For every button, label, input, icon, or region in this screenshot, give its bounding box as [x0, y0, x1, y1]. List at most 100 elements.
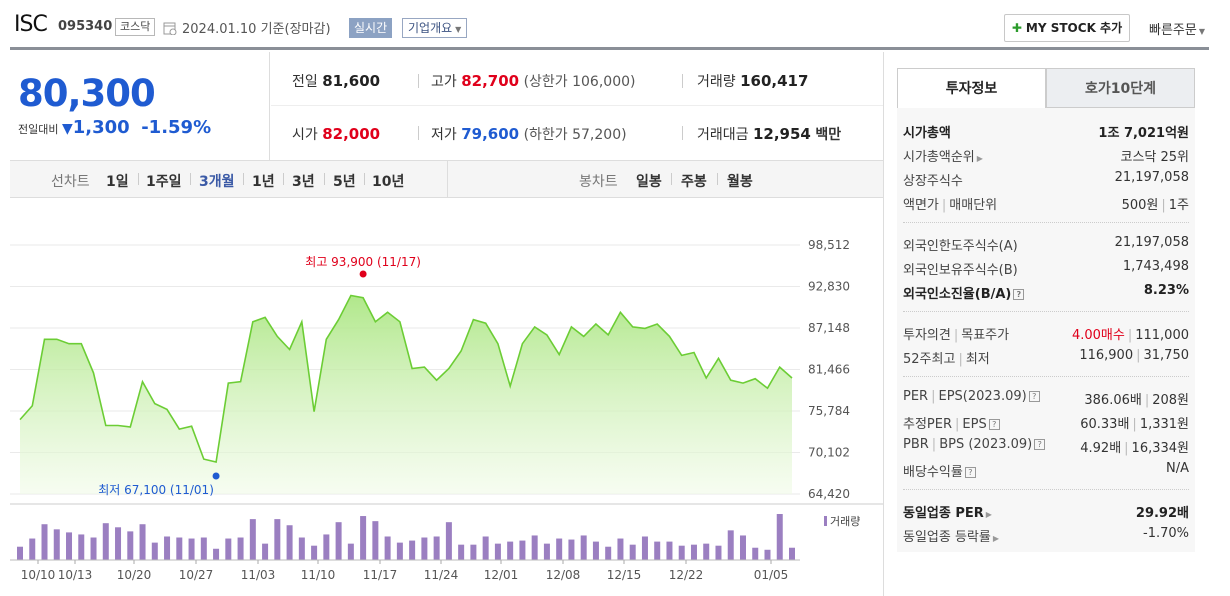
period-1w[interactable]: 1주일 [146, 174, 182, 190]
mystock-add-button[interactable]: ✚ MY STOCK 추가 [1004, 14, 1130, 42]
period-3y[interactable]: 3년 [292, 174, 315, 190]
info-dividend: 배당수익률? N/A [903, 461, 1189, 480]
help-icon[interactable]: ? [988, 419, 1000, 430]
down-triangle-icon: ▼ [61, 121, 73, 137]
volume-bar [396, 542, 403, 560]
plus-icon: ✚ [1011, 21, 1022, 35]
volume-bar [249, 519, 256, 560]
quote-open: 시가 82,000 [292, 125, 381, 143]
volume-bar [347, 543, 354, 560]
x-tick-label: 10/10 [21, 568, 56, 582]
y-tick-label: 75,784 [808, 404, 850, 418]
separator [243, 173, 244, 185]
toolbar-divider [447, 161, 448, 197]
x-tick-label: 11/24 [424, 568, 459, 582]
info-sector-per[interactable]: 동일업종 PER ▶ 29.92배 [903, 506, 1189, 521]
help-icon[interactable]: ? [1013, 289, 1025, 300]
volume-bar [776, 514, 783, 560]
volume-bar [727, 530, 734, 560]
volume-bar [225, 538, 232, 560]
separator [324, 173, 325, 185]
quote-volume: 거래량 160,417 [697, 72, 809, 90]
volume-bar [17, 546, 23, 560]
help-icon[interactable]: ? [1028, 391, 1040, 402]
info-cap-rank[interactable]: 시가총액순위 ▶ 코스닥 25위 [903, 150, 1189, 165]
price-change: 전일대비 ▼1,300 -1.59% [18, 117, 211, 138]
stock-code: 095340 [58, 19, 113, 34]
tab-investment-info[interactable]: 투자정보 [897, 68, 1046, 108]
volume-bar [372, 521, 379, 560]
x-tick-label: 10/13 [58, 568, 93, 582]
period-5y[interactable]: 5년 [333, 174, 356, 190]
x-tick-label: 01/05 [754, 568, 789, 582]
volume-bar [274, 519, 281, 560]
info-opinion: 투자의견 | 목표주가 4.00매수 | 111,000 [903, 328, 1189, 343]
separator [418, 126, 419, 140]
volume-bar [298, 537, 305, 560]
separator [671, 173, 672, 185]
candle-monthly[interactable]: 월봉 [727, 174, 753, 190]
chevron-right-icon: ▶ [985, 510, 992, 519]
volume-bar [617, 538, 624, 560]
y-tick-label: 87,148 [808, 321, 850, 335]
info-pbr: PBR | BPS (2023.09)? 4.92배 | 16,334원 [903, 437, 1189, 456]
period-3m[interactable]: 3개월 [199, 174, 235, 190]
volume-bar [494, 543, 501, 560]
volume-bar [323, 534, 330, 560]
panel-divider [883, 52, 884, 596]
period-1d[interactable]: 1일 [106, 174, 129, 190]
realtime-button[interactable]: 실시간 [349, 18, 393, 38]
volume-bar [360, 516, 367, 560]
volume-bar [703, 543, 710, 560]
y-tick-label: 64,420 [808, 487, 850, 501]
volume-bar [789, 547, 795, 560]
volume-bar [482, 536, 489, 560]
quote-low: 저가 79,600 (하한가 57,200) [431, 125, 627, 143]
y-tick-label: 70,102 [808, 446, 850, 460]
volume-bar [286, 525, 293, 560]
volume-bar [519, 540, 526, 560]
tab-order-book[interactable]: 호가10단계 [1046, 68, 1195, 108]
volume-bar [445, 522, 452, 560]
info-forward-per: 추정PER | EPS? 60.33배 | 1,331원 [903, 417, 1189, 432]
help-icon[interactable]: ? [1034, 439, 1046, 450]
volume-bar [605, 546, 612, 560]
price-line [19, 294, 793, 463]
company-overview-button[interactable]: 기업개요 ▼ [402, 18, 468, 38]
separator [190, 173, 191, 185]
volume-bar [470, 544, 477, 560]
price-box [10, 52, 270, 160]
volume-bar [458, 544, 465, 560]
divider [903, 222, 1189, 223]
volume-bar [262, 543, 269, 560]
quick-order-button[interactable]: 빠른주문 ▼ [1149, 23, 1205, 38]
volume-bar [78, 534, 85, 560]
info-shares: 상장주식수 21,197,058 [903, 170, 1189, 189]
help-icon[interactable]: ? [964, 467, 976, 478]
volume-bar [151, 542, 158, 560]
quote-high: 고가 82,700 (상한가 106,000) [431, 72, 636, 90]
chevron-down-icon: ▼ [1198, 27, 1205, 36]
info-market-cap: 시가총액 1조 7,021억원 [903, 126, 1189, 141]
period-1y[interactable]: 1년 [252, 174, 275, 190]
candle-weekly[interactable]: 주봉 [681, 174, 707, 190]
header-divider [10, 47, 1209, 50]
separator [283, 173, 284, 185]
x-tick-label: 12/15 [607, 568, 642, 582]
volume-legend-label: 거래량 [830, 515, 860, 528]
volume-bar [433, 536, 440, 560]
volume-bar [164, 536, 171, 560]
x-tick-label: 12/01 [484, 568, 519, 582]
candle-daily[interactable]: 일봉 [636, 174, 662, 190]
volume-bar [335, 522, 342, 560]
low-marker [212, 472, 220, 480]
y-tick-label: 92,830 [808, 280, 850, 294]
line-chart-label: 선차트 [51, 174, 90, 190]
period-10y[interactable]: 10년 [372, 174, 405, 190]
volume-bar [139, 524, 146, 560]
y-tick-label: 98,512 [808, 238, 850, 252]
info-sector-change[interactable]: 동일업종 등락률 ▶ -1.70% [903, 526, 1189, 545]
chevron-down-icon: ▼ [455, 25, 462, 34]
volume-bar [66, 532, 73, 560]
divider [903, 311, 1189, 312]
